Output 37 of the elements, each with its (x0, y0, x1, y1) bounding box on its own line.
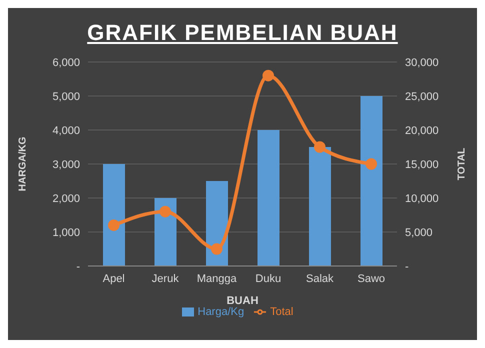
y-tick-label: 3,000 (52, 158, 80, 171)
y-tick-label: - (76, 260, 80, 273)
y-tick-label: 5,000 (52, 90, 80, 103)
y2-tick-label: - (405, 260, 409, 273)
x-tick-label: Jeruk (152, 272, 180, 285)
x-tick-label: Salak (306, 272, 334, 285)
y2-tick-label: 25,000 (405, 90, 439, 103)
y2-tick-label: 5,000 (405, 226, 433, 239)
y-tick-label: 2,000 (52, 192, 80, 205)
point (314, 141, 326, 153)
y2-axis-title: TOTAL (456, 148, 468, 180)
point (108, 219, 120, 231)
bar (258, 130, 280, 266)
legend-label: Harga/Kg (198, 306, 244, 318)
y-tick-label: 6,000 (52, 56, 80, 69)
x-tick-label: Mangga (196, 272, 238, 285)
x-tick-label: Apel (102, 272, 125, 285)
x-tick-label: Duku (255, 272, 282, 285)
bar (309, 147, 331, 266)
y-tick-label: 1,000 (52, 226, 80, 239)
bar (103, 164, 125, 266)
chart-title: GRAFIK PEMBELIAN BUAH (87, 20, 398, 45)
x-axis-title: BUAH (226, 295, 258, 307)
x-tick-label: Sawo (357, 272, 386, 285)
y2-tick-label: 20,000 (405, 124, 439, 137)
bar (360, 96, 382, 266)
legend-label: Total (270, 306, 294, 318)
y2-tick-label: 30,000 (405, 56, 439, 69)
point (366, 158, 377, 170)
y2-tick-label: 10,000 (405, 192, 439, 205)
bar (154, 198, 176, 266)
y-axis-title: HARGA/KG (18, 136, 29, 192)
point (262, 70, 274, 82)
y2-tick-label: 15,000 (405, 158, 439, 171)
point (211, 243, 222, 255)
point (160, 206, 171, 218)
y-tick-label: 4,000 (52, 124, 80, 137)
